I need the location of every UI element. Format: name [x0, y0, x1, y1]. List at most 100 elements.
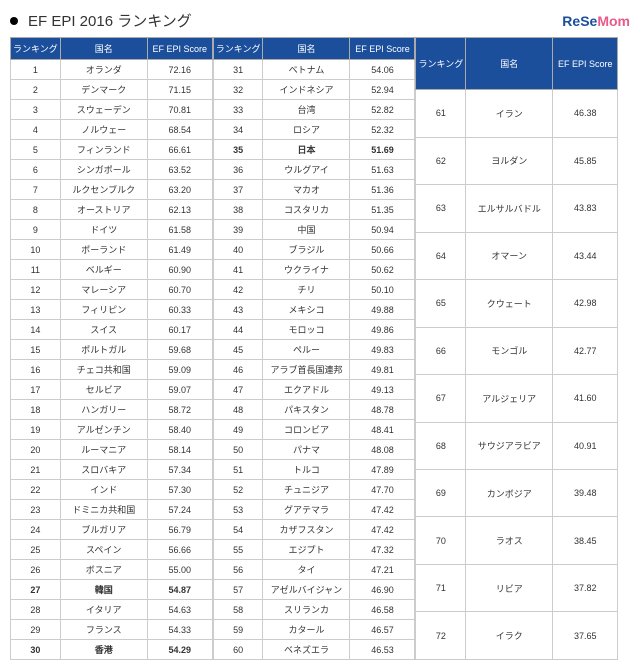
title-row: EF EPI 2016 ランキング ReSeMom — [10, 10, 630, 31]
cell-country: インドネシア — [263, 80, 350, 100]
cell-score: 46.53 — [350, 640, 415, 660]
table-row: 33 台湾 52.82 — [213, 100, 415, 120]
cell-score: 50.66 — [350, 240, 415, 260]
cell-country: ベネズエラ — [263, 640, 350, 660]
cell-country: メキシコ — [263, 300, 350, 320]
table-row: 21 スロバキア 57.34 — [11, 460, 213, 480]
cell-country: ドイツ — [60, 220, 147, 240]
table-row: 29 フランス 54.33 — [11, 620, 213, 640]
header-rank: ランキング — [416, 38, 466, 90]
cell-country: オーストリア — [60, 200, 147, 220]
table-row: 52 チュニジア 47.70 — [213, 480, 415, 500]
cell-score: 54.29 — [147, 640, 212, 660]
cell-country: 日本 — [263, 140, 350, 160]
cell-rank: 50 — [213, 440, 263, 460]
cell-score: 51.36 — [350, 180, 415, 200]
cell-rank: 9 — [11, 220, 61, 240]
cell-rank: 2 — [11, 80, 61, 100]
page-title: EF EPI 2016 ランキング — [28, 10, 192, 31]
cell-country: カンボジア — [466, 469, 553, 516]
cell-score: 59.07 — [147, 380, 212, 400]
bullet-icon — [10, 17, 18, 25]
cell-country: アルゼンチン — [60, 420, 147, 440]
table-row: 43 メキシコ 49.88 — [213, 300, 415, 320]
table-row: 23 ドミニカ共和国 57.24 — [11, 500, 213, 520]
cell-rank: 11 — [11, 260, 61, 280]
logo-left: ReSe — [562, 13, 597, 29]
cell-score: 66.61 — [147, 140, 212, 160]
cell-country: モロッコ — [263, 320, 350, 340]
cell-rank: 42 — [213, 280, 263, 300]
cell-score: 48.78 — [350, 400, 415, 420]
table-row: 66 モンゴル 42.77 — [416, 327, 618, 374]
cell-score: 70.81 — [147, 100, 212, 120]
cell-rank: 32 — [213, 80, 263, 100]
header-rank: ランキング — [213, 38, 263, 60]
table-row: 60 ベネズエラ 46.53 — [213, 640, 415, 660]
cell-score: 43.83 — [553, 185, 618, 232]
cell-rank: 27 — [11, 580, 61, 600]
cell-country: アゼルバイジャン — [263, 580, 350, 600]
cell-rank: 68 — [416, 422, 466, 469]
table-row: 46 アラブ首長国連邦 49.81 — [213, 360, 415, 380]
cell-score: 49.13 — [350, 380, 415, 400]
cell-rank: 8 — [11, 200, 61, 220]
table-row: 7 ルクセンブルク 63.20 — [11, 180, 213, 200]
cell-country: ベルギー — [60, 260, 147, 280]
cell-country: オマーン — [466, 232, 553, 279]
title-left: EF EPI 2016 ランキング — [10, 10, 192, 31]
header-country: 国名 — [263, 38, 350, 60]
cell-score: 56.66 — [147, 540, 212, 560]
cell-country: ウルグアイ — [263, 160, 350, 180]
cell-rank: 25 — [11, 540, 61, 560]
cell-rank: 10 — [11, 240, 61, 260]
table-row: 32 インドネシア 52.94 — [213, 80, 415, 100]
cell-rank: 71 — [416, 564, 466, 611]
cell-rank: 70 — [416, 517, 466, 564]
table-row: 4 ノルウェー 68.54 — [11, 120, 213, 140]
cell-score: 47.70 — [350, 480, 415, 500]
cell-country: セルビア — [60, 380, 147, 400]
cell-score: 57.34 — [147, 460, 212, 480]
cell-country: コロンビア — [263, 420, 350, 440]
table-row: 67 アルジェリア 41.60 — [416, 375, 618, 422]
cell-country: エルサルバドル — [466, 185, 553, 232]
cell-score: 49.88 — [350, 300, 415, 320]
table-row: 47 エクアドル 49.13 — [213, 380, 415, 400]
cell-score: 46.90 — [350, 580, 415, 600]
cell-country: スウェーデン — [60, 100, 147, 120]
cell-rank: 6 — [11, 160, 61, 180]
cell-rank: 65 — [416, 280, 466, 327]
cell-score: 58.72 — [147, 400, 212, 420]
cell-rank: 35 — [213, 140, 263, 160]
table-row: 69 カンボジア 39.48 — [416, 469, 618, 516]
cell-country: 香港 — [60, 640, 147, 660]
cell-rank: 15 — [11, 340, 61, 360]
cell-score: 50.94 — [350, 220, 415, 240]
cell-country: モンゴル — [466, 327, 553, 374]
table-row: 57 アゼルバイジャン 46.90 — [213, 580, 415, 600]
cell-score: 49.86 — [350, 320, 415, 340]
cell-rank: 1 — [11, 60, 61, 80]
cell-country: ブルガリア — [60, 520, 147, 540]
cell-rank: 39 — [213, 220, 263, 240]
table-row: 50 パナマ 48.08 — [213, 440, 415, 460]
cell-score: 52.82 — [350, 100, 415, 120]
cell-score: 42.77 — [553, 327, 618, 374]
cell-country: サウジアラビア — [466, 422, 553, 469]
table-row: 71 リビア 37.82 — [416, 564, 618, 611]
cell-score: 51.35 — [350, 200, 415, 220]
cell-score: 56.79 — [147, 520, 212, 540]
cell-rank: 41 — [213, 260, 263, 280]
cell-country: ウクライナ — [263, 260, 350, 280]
cell-country: ラオス — [466, 517, 553, 564]
cell-rank: 31 — [213, 60, 263, 80]
cell-rank: 52 — [213, 480, 263, 500]
cell-rank: 40 — [213, 240, 263, 260]
cell-score: 52.94 — [350, 80, 415, 100]
cell-score: 58.40 — [147, 420, 212, 440]
cell-country: リビア — [466, 564, 553, 611]
cell-rank: 46 — [213, 360, 263, 380]
cell-country: エジプト — [263, 540, 350, 560]
table-row: 36 ウルグアイ 51.63 — [213, 160, 415, 180]
